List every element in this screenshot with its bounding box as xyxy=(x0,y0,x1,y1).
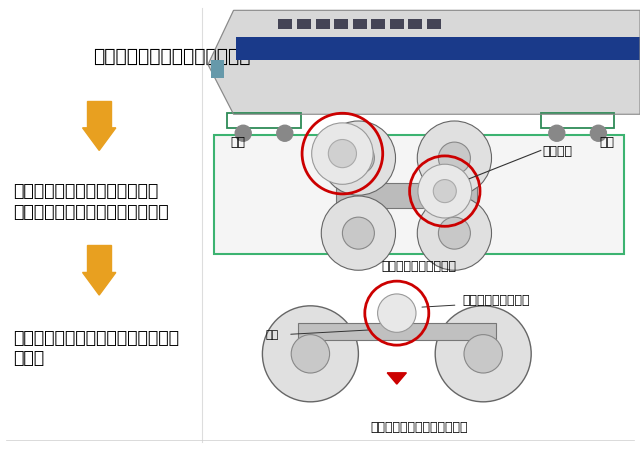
Bar xyxy=(353,19,367,30)
Bar xyxy=(408,19,422,30)
Bar xyxy=(316,19,330,30)
Ellipse shape xyxy=(262,306,358,402)
Ellipse shape xyxy=(321,197,396,271)
Ellipse shape xyxy=(276,126,292,142)
Ellipse shape xyxy=(291,335,330,373)
Text: き裂: き裂 xyxy=(266,330,278,340)
Ellipse shape xyxy=(417,122,492,196)
Ellipse shape xyxy=(312,124,373,185)
Bar xyxy=(371,19,385,30)
Bar xyxy=(211,61,224,79)
Ellipse shape xyxy=(236,126,252,142)
Text: 台車枠にき裂が発生した場合: 台車枠にき裂が発生した場合 xyxy=(371,420,468,433)
Bar xyxy=(334,19,348,30)
Text: 台車の空気ばね圧力を常時監視: 台車の空気ばね圧力を常時監視 xyxy=(93,47,250,66)
Text: 空気ばねの圧力変化を検知し、
運転台のモニタにアラームを表示: 空気ばねの圧力変化を検知し、 運転台のモニタにアラームを表示 xyxy=(13,181,168,220)
Bar xyxy=(278,19,292,30)
Bar xyxy=(390,19,404,30)
Ellipse shape xyxy=(418,165,472,218)
Ellipse shape xyxy=(438,218,470,249)
Bar xyxy=(297,19,311,30)
Ellipse shape xyxy=(548,126,564,142)
Text: 空気ばね: 空気ばね xyxy=(543,145,573,157)
Ellipse shape xyxy=(433,180,456,203)
Ellipse shape xyxy=(342,218,374,249)
Polygon shape xyxy=(387,373,406,384)
Bar xyxy=(427,19,441,30)
Text: 空気ばねで車両を支持: 空気ばねで車両を支持 xyxy=(381,259,457,272)
Text: 台車: 台車 xyxy=(600,135,614,148)
Ellipse shape xyxy=(321,122,396,196)
Text: 直ちに停車して、必要な点検・処置
を実施: 直ちに停車して、必要な点検・処置 を実施 xyxy=(13,328,179,367)
Text: 空気ばね圧力が変化: 空気ばね圧力が変化 xyxy=(462,294,530,306)
Bar xyxy=(236,38,640,61)
Bar xyxy=(87,246,111,273)
Bar xyxy=(234,11,640,115)
Bar xyxy=(227,114,301,129)
Polygon shape xyxy=(208,11,234,115)
Bar xyxy=(214,135,624,255)
Polygon shape xyxy=(83,273,116,295)
Ellipse shape xyxy=(417,197,492,271)
Text: 台車: 台車 xyxy=(230,135,245,148)
Ellipse shape xyxy=(328,140,356,168)
Ellipse shape xyxy=(378,295,416,332)
Bar xyxy=(298,323,496,341)
Bar xyxy=(336,184,477,208)
Ellipse shape xyxy=(342,143,374,175)
Ellipse shape xyxy=(435,306,531,402)
Ellipse shape xyxy=(590,126,607,142)
Ellipse shape xyxy=(438,143,470,175)
Bar xyxy=(541,114,614,129)
Ellipse shape xyxy=(464,335,502,373)
Polygon shape xyxy=(83,129,116,151)
Bar xyxy=(87,101,111,129)
